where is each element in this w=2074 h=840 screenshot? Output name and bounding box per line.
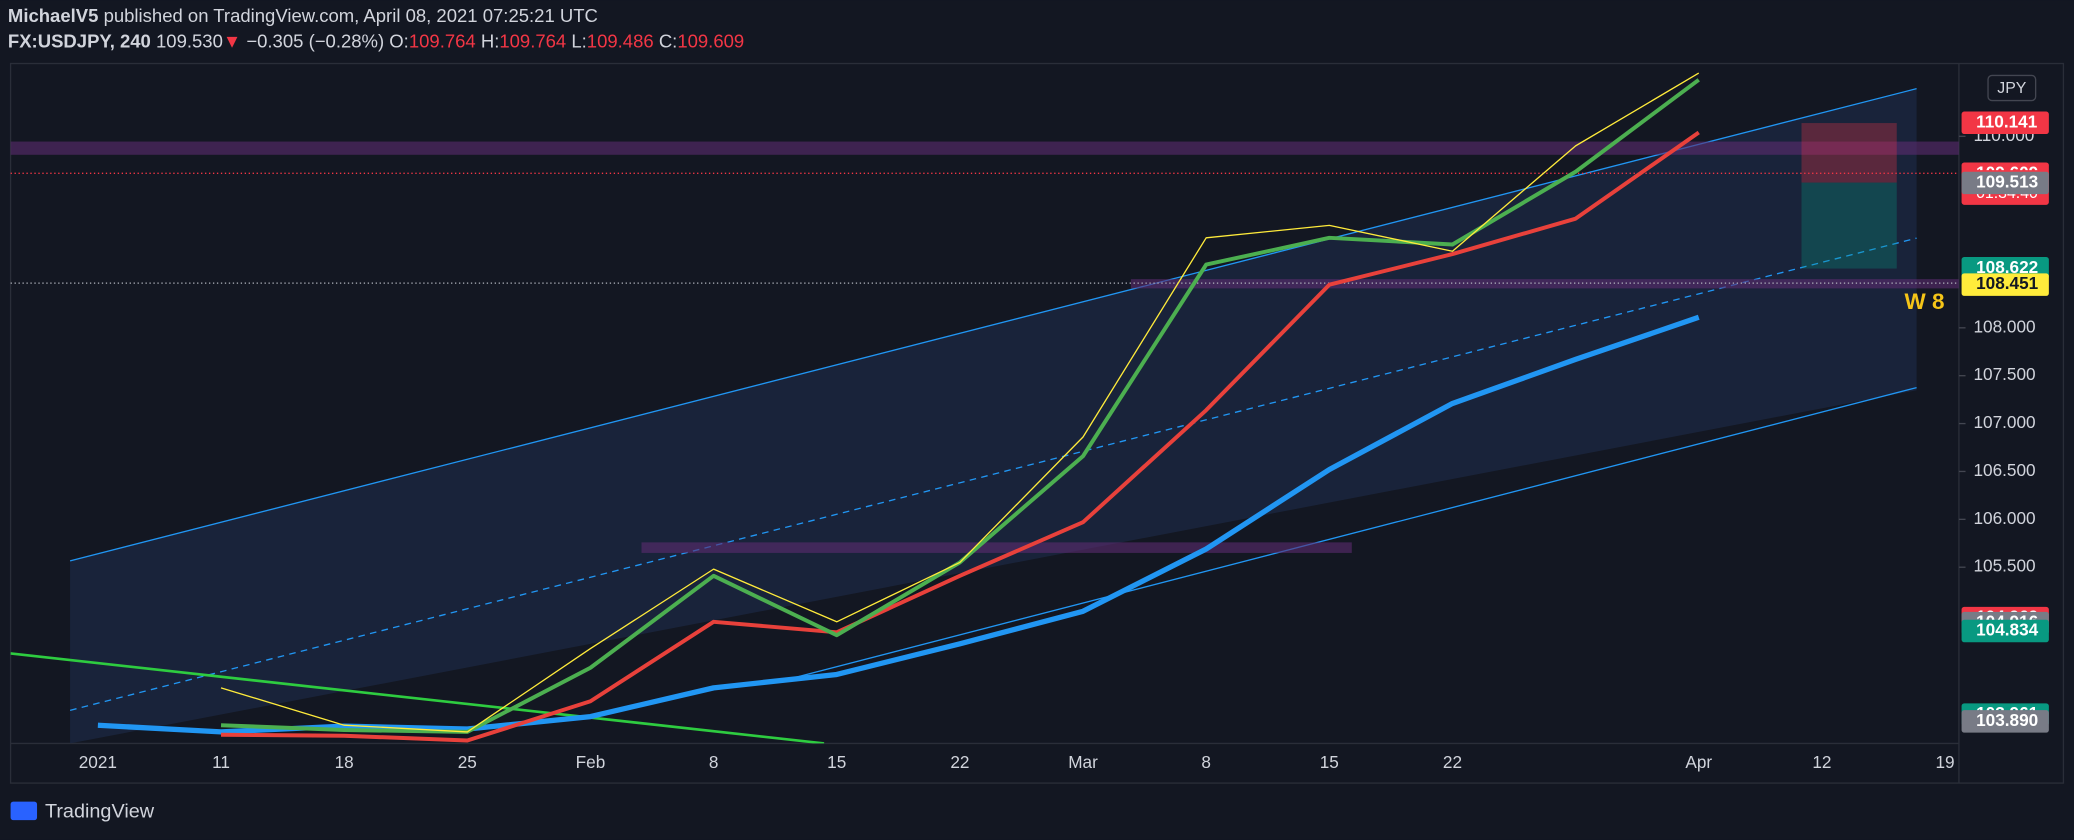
- x-tick-label: 8: [709, 752, 719, 772]
- price-tag-label: 108.622: [1976, 257, 2038, 277]
- channel-lower: [780, 386, 1917, 682]
- x-tick-label: 19: [1935, 752, 1954, 772]
- target-zone: [1801, 182, 1897, 269]
- x-tick-label: 22: [950, 752, 969, 772]
- l-label: L:: [571, 30, 586, 51]
- y-tick-label: 107.000: [1973, 412, 2035, 432]
- brand: TradingView: [45, 800, 155, 822]
- x-tick-label: 11: [212, 752, 230, 772]
- x-tick-label: 15: [1320, 752, 1339, 772]
- x-tick-label: 25: [458, 752, 477, 772]
- publish-line: MichaelV5 published on TradingView.com, …: [8, 5, 598, 26]
- price-tag: [1961, 171, 2049, 195]
- author: MichaelV5: [8, 5, 98, 26]
- last: 109.530: [156, 30, 223, 51]
- quote-line: FX:USDJPY, 240 109.530▼ −0.305 (−0.28%) …: [8, 30, 744, 51]
- zone: [1130, 279, 1959, 289]
- price-tag: [1961, 710, 2049, 733]
- channel-mid: [69, 237, 1917, 711]
- y-tick-label: 107.500: [1973, 364, 2035, 384]
- y-tick-label: 108.000: [1973, 316, 2035, 336]
- symbol: FX:USDJPY, 240: [8, 30, 151, 51]
- price-tag-label: 104.834: [1976, 620, 2039, 640]
- price-tag: [1961, 273, 2049, 296]
- x-tick-label: 2021: [79, 752, 117, 772]
- logo: TradingView: [10, 800, 155, 822]
- open: 109.764: [409, 30, 476, 51]
- zone: [641, 542, 1352, 553]
- zone: [10, 141, 1959, 155]
- price-tag-label: 110.141: [1976, 111, 2038, 131]
- published: published on TradingView.com, April 08, …: [104, 5, 598, 26]
- c-label: C:: [659, 30, 678, 51]
- series-layer: [97, 72, 1700, 743]
- frame: [9, 62, 2065, 784]
- series-line: [220, 72, 1700, 733]
- stop-zone: [1801, 123, 1897, 183]
- arrow: ▼: [223, 30, 241, 51]
- close: 109.609: [677, 30, 744, 51]
- high: 109.764: [499, 30, 566, 51]
- currency-box: [1987, 74, 2037, 102]
- change: −0.305 (−0.28%): [246, 30, 384, 51]
- o-label: O:: [389, 30, 409, 51]
- x-tick-label: 22: [1443, 752, 1462, 772]
- trendline: [10, 652, 825, 744]
- y-tick-label: 106.500: [1973, 460, 2035, 480]
- y-tick-label: 105.500: [1973, 556, 2035, 576]
- x-tick-label: 8: [1201, 752, 1211, 772]
- annotation: W 8: [1905, 289, 1945, 314]
- currency: JPY: [1997, 80, 2027, 97]
- x-tick-label: Mar: [1068, 752, 1098, 772]
- x-tick-label: 12: [1812, 752, 1831, 772]
- price-tag-label: 103.890: [1976, 710, 2038, 730]
- price-tag: [1961, 111, 2049, 135]
- h-label: H:: [481, 30, 500, 51]
- x-tick-label: Feb: [576, 752, 606, 772]
- price-tag-label: 108.451: [1976, 273, 2039, 293]
- y-tick-label: 106.000: [1973, 508, 2035, 528]
- price-tag: [1961, 619, 2049, 643]
- series-line: [221, 130, 1700, 743]
- x-tick-label: 18: [335, 752, 354, 772]
- x-tick-label: 15: [827, 752, 846, 772]
- x-tick-label: Apr: [1685, 752, 1712, 772]
- price-tag-label: 109.513: [1976, 171, 2038, 191]
- channel-upper: [69, 88, 1917, 562]
- price-axis: 105.500 106.000 106.500 107.000 107.500 108.0…: [1958, 111, 2049, 733]
- logo-mark: [10, 801, 38, 821]
- low: 109.486: [587, 30, 654, 51]
